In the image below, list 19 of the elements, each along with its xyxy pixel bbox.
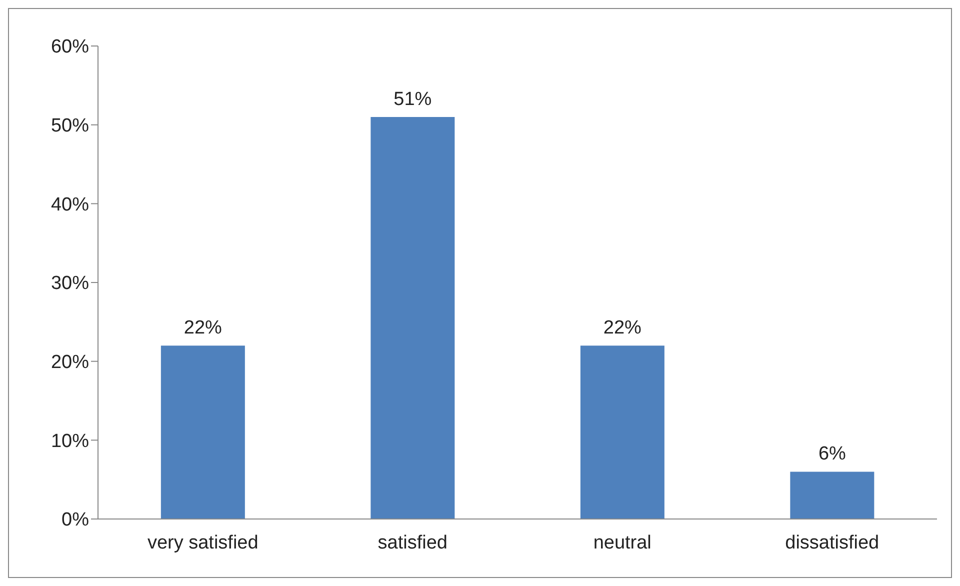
data-label: 6% — [818, 444, 846, 465]
x-tick-label: very satisfied — [147, 532, 258, 554]
y-tick-label: 40% — [50, 194, 90, 216]
bar — [370, 116, 455, 519]
y-tick-label: 10% — [50, 430, 90, 452]
x-tick-label: satisfied — [378, 532, 448, 554]
bar — [790, 472, 874, 519]
y-tick-label: 20% — [50, 352, 90, 374]
x-tick-label: dissatisfied — [785, 532, 880, 554]
bar — [580, 346, 664, 519]
bar — [160, 346, 245, 519]
y-tick-label: 50% — [50, 116, 90, 137]
x-tick-label: neutral — [593, 532, 652, 554]
y-tick-label: 60% — [50, 36, 90, 58]
y-tick-label: 0% — [62, 510, 90, 531]
data-label: 51% — [394, 88, 432, 110]
data-label: 22% — [184, 318, 222, 339]
y-tick-label: 30% — [50, 273, 90, 294]
data-label: 22% — [603, 318, 642, 339]
